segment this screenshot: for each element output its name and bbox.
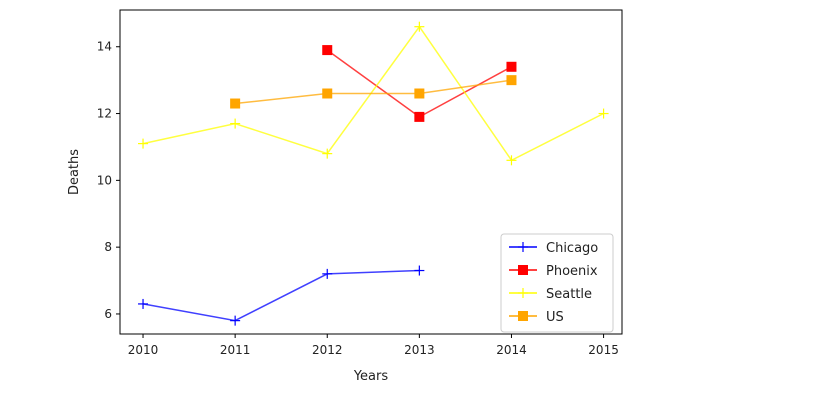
data-point-seattle [414,21,425,32]
legend-marker-seattle [518,288,528,298]
y-tick-label: 12 [97,107,112,121]
legend-label-phoenix: Phoenix [546,264,598,279]
plot-frame [119,9,623,335]
data-point-phoenix [506,61,517,72]
data-point-us [506,75,517,86]
x-tick-label: 2012 [312,343,343,357]
data-point-us [322,88,333,99]
y-tick-label: 10 [97,173,112,187]
data-point-phoenix [322,45,333,56]
legend: Chicago Phoenix Seattle US [500,233,614,333]
data-point-chicago [322,268,333,279]
data-point-seattle [598,108,609,119]
legend-marker-phoenix [518,265,528,275]
legend-box [500,233,614,333]
legend-marker-us [518,311,528,321]
series-line-chicago [142,269,420,322]
data-point-seattle [230,118,241,129]
series-line-us [235,79,512,105]
axis-ticks: 2010 2011 2012 2013 2014 2015 6 8 10 12 14 [97,40,619,357]
legend-marker-chicago [518,242,528,252]
data-point-chicago [230,315,241,326]
legend-label-chicago: Chicago [546,241,598,256]
x-tick-label: 2015 [588,343,619,357]
series-line-seattle [142,25,604,162]
x-tick-label: 2013 [404,343,435,357]
data-point-us [230,98,241,109]
y-tick-label: 6 [104,307,112,321]
data-point-phoenix [414,111,425,122]
data-point-seattle [138,138,149,149]
x-axis-label: Years [353,369,389,384]
plot-series [138,21,609,326]
x-tick-label: 2010 [128,343,159,357]
y-tick-label: 14 [97,40,112,54]
data-point-seattle [506,155,517,166]
data-point-seattle [322,148,333,159]
data-point-us [414,88,425,99]
x-tick-label: 2011 [220,343,251,357]
legend-label-us: US [546,310,564,325]
data-point-chicago [414,265,425,276]
y-tick-label: 8 [104,240,112,254]
data-point-chicago [138,298,149,309]
x-tick-label: 2014 [496,343,527,357]
y-axis-label: Deaths [67,149,82,195]
legend-label-seattle: Seattle [546,287,592,302]
